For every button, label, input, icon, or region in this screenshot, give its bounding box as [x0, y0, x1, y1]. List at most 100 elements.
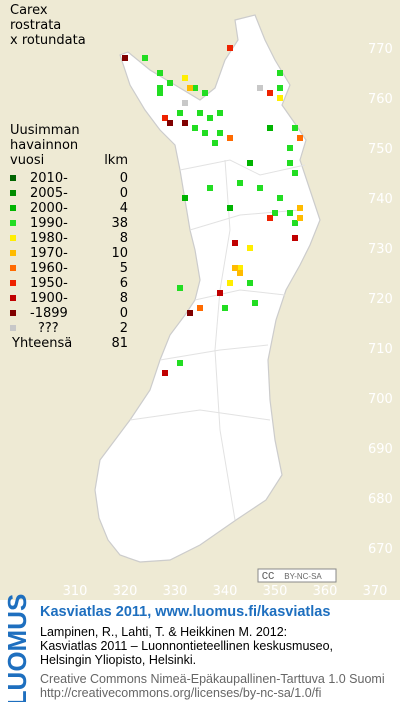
- legend-count: 6: [120, 276, 128, 291]
- y-tick-label: 710: [368, 342, 393, 357]
- observation-square: [187, 310, 193, 316]
- observation-square: [207, 185, 213, 191]
- legend-count: 8: [120, 231, 128, 246]
- observation-square: [267, 125, 273, 131]
- observation-square: [237, 270, 243, 276]
- observation-square: [247, 245, 253, 251]
- observation-square: [202, 90, 208, 96]
- y-tick-label: 760: [368, 92, 393, 107]
- observation-square: [217, 110, 223, 116]
- observation-square: [192, 85, 198, 91]
- legend-count: 0: [120, 306, 128, 321]
- observation-square: [227, 45, 233, 51]
- legend-label: ???: [38, 321, 59, 336]
- observation-square: [142, 55, 148, 61]
- license-line: Creative Commons Nimeä-Epäkaupallinen-Ta…: [40, 672, 385, 686]
- observation-square: [227, 205, 233, 211]
- observation-square: [297, 215, 303, 221]
- legend-label: 1950-: [30, 276, 68, 291]
- legend-swatch: [10, 220, 16, 226]
- observation-square: [182, 120, 188, 126]
- observation-square: [157, 85, 163, 91]
- observation-square: [292, 170, 298, 176]
- observation-square: [177, 285, 183, 291]
- observation-square: [277, 70, 283, 76]
- legend-swatch: [10, 265, 16, 271]
- observation-square: [267, 90, 273, 96]
- legend-swatch: [10, 310, 16, 316]
- x-tick-label: 370: [363, 584, 388, 599]
- legend-label: 1900-: [30, 291, 68, 306]
- legend-swatch: [10, 280, 16, 286]
- observation-square: [287, 160, 293, 166]
- total-count: 81: [111, 336, 128, 351]
- observation-square: [277, 95, 283, 101]
- observation-square: [177, 360, 183, 366]
- y-tick-label: 740: [368, 192, 393, 207]
- observation-square: [197, 110, 203, 116]
- observation-square: [162, 115, 168, 121]
- observation-square: [222, 305, 228, 311]
- legend-swatch: [10, 205, 16, 211]
- observation-square: [257, 85, 263, 91]
- y-tick-label: 770: [368, 42, 393, 57]
- observation-square: [277, 195, 283, 201]
- legend-label: 2000-: [30, 201, 68, 216]
- observation-square: [157, 70, 163, 76]
- observation-square: [167, 120, 173, 126]
- x-tick-label: 350: [263, 584, 288, 599]
- observation-square: [287, 145, 293, 151]
- observation-square: [217, 130, 223, 136]
- legend-count: 5: [120, 261, 128, 276]
- legend-header: Uusimman: [10, 123, 80, 138]
- cc-icon: cc: [262, 568, 275, 582]
- observation-square: [272, 210, 278, 216]
- legend-label: 1980-: [30, 231, 68, 246]
- observation-square: [292, 125, 298, 131]
- x-tick-label: 320: [113, 584, 138, 599]
- observation-square: [187, 85, 193, 91]
- legend-swatch: [10, 190, 16, 196]
- legend-count: 2: [120, 321, 128, 336]
- observation-square: [292, 220, 298, 226]
- cc-badge: [257, 568, 337, 583]
- observation-square: [232, 265, 238, 271]
- x-tick-label: 360: [313, 584, 338, 599]
- legend-label: 1960-: [30, 261, 68, 276]
- x-tick-label: 330: [163, 584, 188, 599]
- observation-square: [177, 110, 183, 116]
- observation-square: [182, 100, 188, 106]
- legend-count-header: lkm: [104, 153, 128, 168]
- observation-square: [167, 80, 173, 86]
- observation-square: [237, 180, 243, 186]
- legend-count: 0: [120, 186, 128, 201]
- observation-square: [247, 160, 253, 166]
- y-tick-label: 680: [368, 492, 393, 507]
- legend-count: 4: [120, 201, 128, 216]
- observation-square: [257, 185, 263, 191]
- cc-license: BY-NC-SA: [284, 572, 322, 581]
- observation-square: [122, 55, 128, 61]
- legend-count: 38: [111, 216, 128, 231]
- y-tick-label: 670: [368, 542, 393, 557]
- observation-square: [232, 240, 238, 246]
- observation-square: [192, 125, 198, 131]
- observation-square: [292, 235, 298, 241]
- legend-count: 8: [120, 291, 128, 306]
- legend-count: 10: [111, 246, 128, 261]
- y-tick-label: 730: [368, 242, 393, 257]
- license-line: http://creativecommons.org/licenses/by-n…: [40, 686, 321, 700]
- y-tick-label: 690: [368, 442, 393, 457]
- logo: LUOMUS: [2, 594, 32, 702]
- observation-square: [207, 115, 213, 121]
- footer-heading: Kasviatlas 2011, www.luomus.fi/kasviatla…: [40, 604, 330, 620]
- legend-swatch: [10, 250, 16, 256]
- observation-square: [287, 210, 293, 216]
- title-line: rostrata: [10, 18, 61, 33]
- total-label: Yhteensä: [11, 336, 72, 351]
- observation-square: [267, 215, 273, 221]
- citation-line: Helsingin Yliopisto, Helsinki.: [40, 653, 196, 667]
- legend-label: 1990-: [30, 216, 68, 231]
- y-tick-label: 750: [368, 142, 393, 157]
